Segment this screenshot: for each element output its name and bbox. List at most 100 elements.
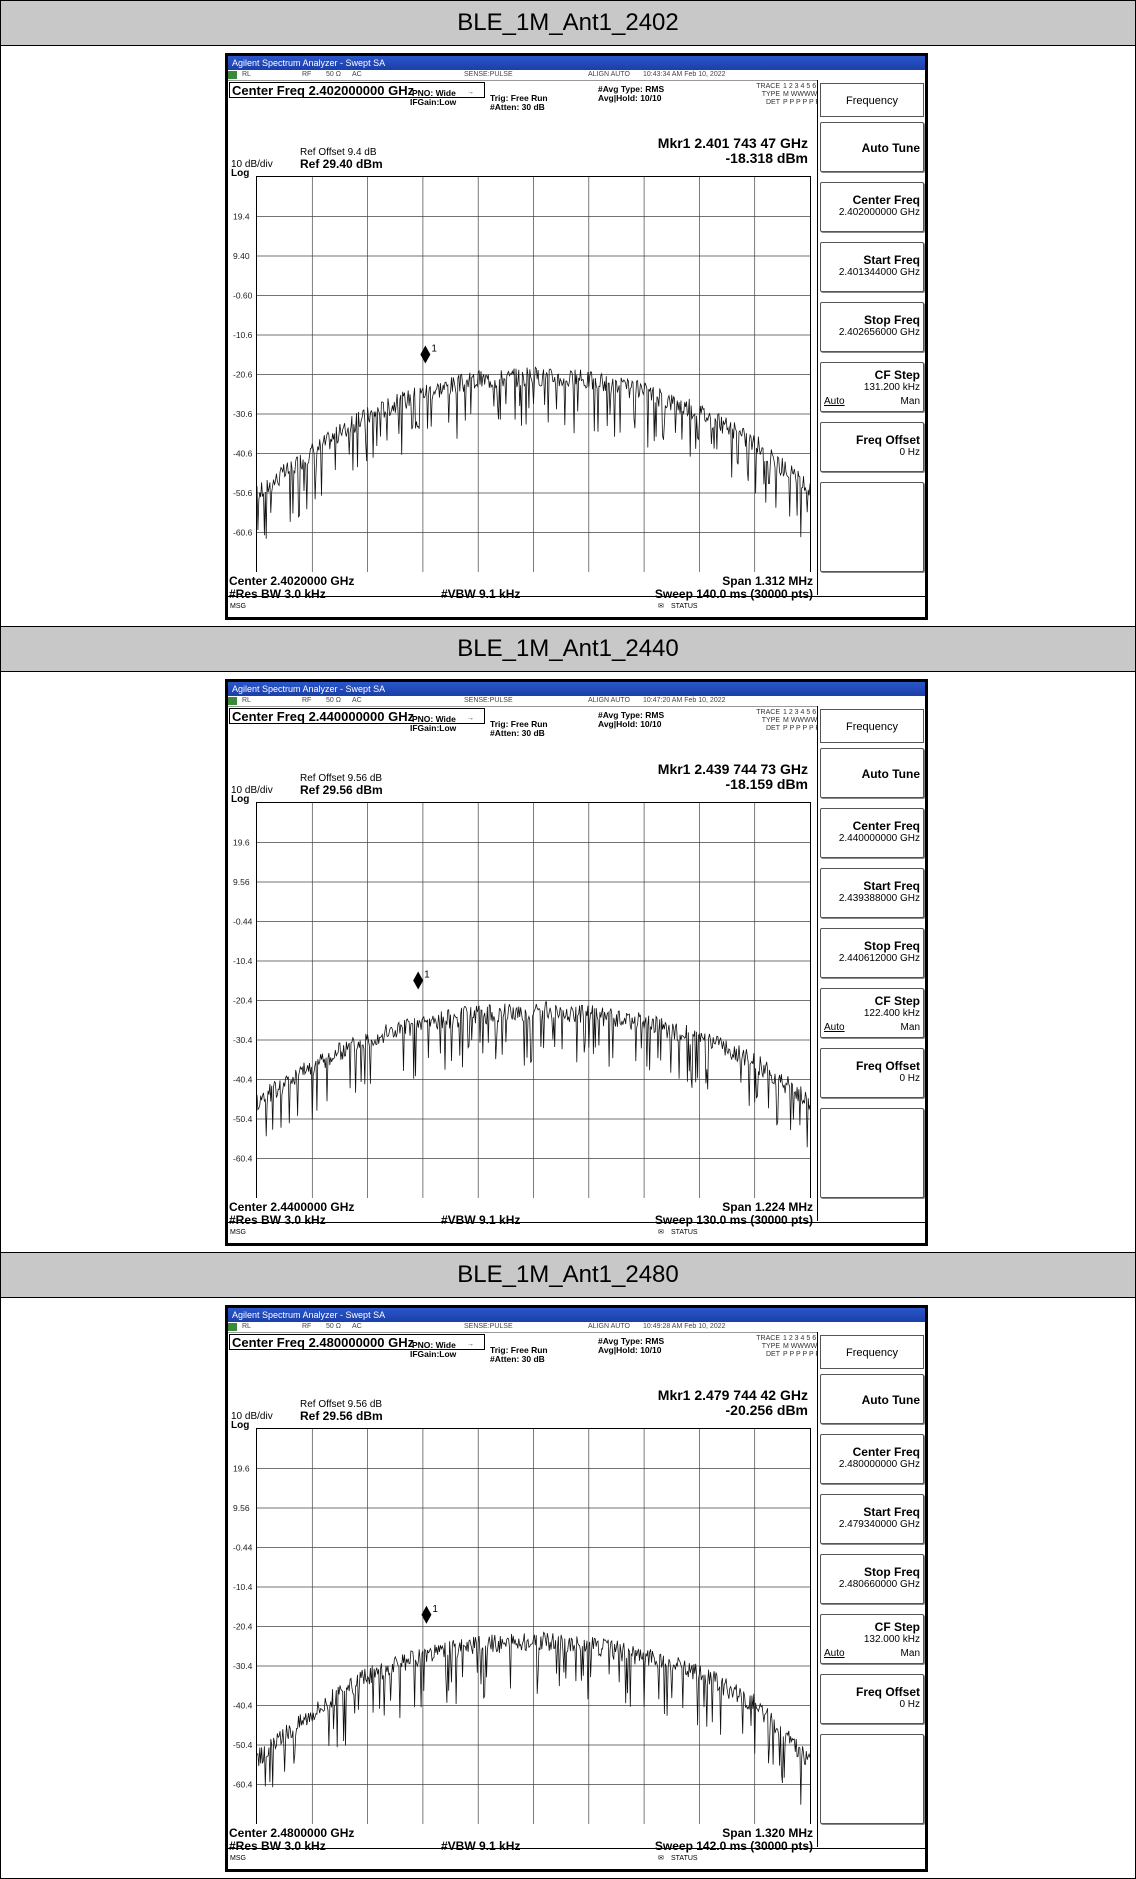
cf-auto-label: Auto — [824, 1022, 845, 1033]
y-tick-label: -60.6 — [233, 528, 253, 538]
y-tick-label: -20.4 — [233, 1622, 253, 1632]
start-freq-value: 2.401344000 GHz — [821, 267, 920, 278]
ref-level: Ref 29.56 dBm — [300, 783, 383, 797]
status-sense: SENSE:PULSE — [464, 70, 513, 80]
auto-tune-button[interactable]: Auto Tune — [820, 1374, 924, 1424]
avg-hold-label: Avg|Hold: 10/10 — [598, 1345, 661, 1355]
span-footer: Span 1.320 MHz — [722, 1826, 813, 1840]
y-tick-label: -30.6 — [233, 409, 253, 419]
stop-freq-button[interactable]: Stop Freq 2.440612000 GHz — [820, 928, 924, 978]
freq-offset-button[interactable]: Freq Offset 0 Hz — [820, 1048, 924, 1098]
y-tick-label: -60.4 — [233, 1154, 253, 1164]
cf-step-button[interactable]: CF Step 122.400 kHz Auto Man — [820, 988, 924, 1038]
ifgain-label: IFGain:Low — [410, 723, 456, 733]
y-tick-label: -0.44 — [233, 1543, 253, 1553]
window-title: Agilent Spectrum Analyzer - Swept SA — [228, 682, 925, 696]
det-values: P P P P P P — [783, 725, 820, 733]
empty-softkey[interactable] — [820, 1734, 924, 1824]
marker-frequency: Mkr1 2.401 743 47 GHz — [618, 136, 808, 151]
freq-offset-label: Freq Offset — [856, 1685, 920, 1699]
timestamp: 10:49:28 AM Feb 10, 2022 — [643, 1322, 726, 1332]
marker-level: -20.256 dBm — [618, 1403, 808, 1418]
atten-label: #Atten: 30 dB — [490, 728, 545, 738]
auto-tune-label: Auto Tune — [862, 767, 920, 781]
timestamp: 10:43:34 AM Feb 10, 2022 — [643, 70, 726, 80]
plot-area: 19.4 9.40 -0.60 -10.6 -20.6 -30.6 -40.6 -50.6 -6… — [256, 176, 811, 572]
panel-title: Frequency — [820, 1335, 924, 1369]
status-ac: AC — [352, 1322, 362, 1332]
freq-offset-button[interactable]: Freq Offset 0 Hz — [820, 1674, 924, 1724]
y-tick-label: -40.4 — [233, 1701, 253, 1711]
cf-step-label: CF Step — [875, 994, 920, 1008]
message-bar: MSG ✉ STATUS — [228, 596, 925, 617]
status-align: ALIGN AUTO — [588, 1322, 630, 1332]
y-tick-label: -50.6 — [233, 488, 253, 498]
center-freq-label: Center Freq — [853, 819, 920, 833]
msg-label: MSG — [230, 1223, 246, 1243]
status-rl: RL — [242, 1322, 251, 1332]
cf-man-label: Man — [901, 1648, 920, 1659]
start-freq-button[interactable]: Start Freq 2.439388000 GHz — [820, 868, 924, 918]
freq-offset-value: 0 Hz — [821, 447, 920, 458]
status-text[interactable]: STATUS — [671, 597, 698, 617]
y-tick-label: -50.4 — [233, 1114, 253, 1124]
cf-step-value: 132.000 kHz — [821, 1634, 920, 1645]
softkey-panel: Frequency Auto Tune Center Freq 2.4800000… — [817, 1332, 926, 1847]
center-freq-button[interactable]: Center Freq 2.480000000 GHz — [820, 1434, 924, 1484]
empty-softkey[interactable] — [820, 1108, 924, 1198]
cf-auto-label: Auto — [824, 1648, 845, 1659]
marker-label: 1 — [424, 969, 430, 980]
status-rf: RF — [302, 696, 311, 706]
stop-freq-value: 2.402656000 GHz — [821, 327, 920, 338]
softkey-panel: Frequency Auto Tune Center Freq 2.4400000… — [817, 706, 926, 1221]
stop-freq-button[interactable]: Stop Freq 2.402656000 GHz — [820, 302, 924, 352]
freq-offset-value: 0 Hz — [821, 1699, 920, 1710]
auto-tune-button[interactable]: Auto Tune — [820, 748, 924, 798]
center-freq-button[interactable]: Center Freq 2.440000000 GHz — [820, 808, 924, 858]
stop-freq-button[interactable]: Stop Freq 2.480660000 GHz — [820, 1554, 924, 1604]
auto-tune-button[interactable]: Auto Tune — [820, 122, 924, 172]
y-tick-label: -0.60 — [233, 291, 253, 301]
status-rf: RF — [302, 1322, 311, 1332]
y-tick-label: -10.4 — [233, 1582, 253, 1592]
cf-step-button[interactable]: CF Step 132.000 kHz Auto Man — [820, 1614, 924, 1664]
avg-hold-label: Avg|Hold: 10/10 — [598, 719, 661, 729]
plot-area: 19.6 9.56 -0.44 -10.4 -20.4 -30.4 -40.4 -50.4 -6… — [256, 1428, 811, 1824]
status-text[interactable]: STATUS — [671, 1223, 698, 1243]
start-freq-button[interactable]: Start Freq 2.401344000 GHz — [820, 242, 924, 292]
measurement-section: BLE_1M_Ant1_2480 Agilent Spectrum Analyz… — [0, 1252, 1136, 1879]
y-tick-label: 19.6 — [233, 838, 250, 848]
freq-offset-button[interactable]: Freq Offset 0 Hz — [820, 422, 924, 472]
status-text[interactable]: STATUS — [671, 1849, 698, 1869]
start-freq-label: Start Freq — [863, 879, 920, 893]
empty-softkey[interactable] — [820, 482, 924, 572]
section-title: BLE_1M_Ant1_2480 — [457, 1261, 679, 1289]
status-align: ALIGN AUTO — [588, 696, 630, 706]
center-freq-label: Center Freq — [853, 193, 920, 207]
status-impedance: 50 Ω — [326, 696, 341, 706]
softkey-panel: Frequency Auto Tune Center Freq 2.4020000… — [817, 80, 926, 595]
status-icon: ✉ — [658, 597, 664, 617]
marker-label: 1 — [431, 343, 437, 354]
status-rf: RF — [302, 70, 311, 80]
marker-frequency: Mkr1 2.479 744 42 GHz — [618, 1388, 808, 1403]
center-freq-button[interactable]: Center Freq 2.402000000 GHz — [820, 182, 924, 232]
marker-diamond — [420, 345, 430, 363]
freq-offset-label: Freq Offset — [856, 433, 920, 447]
stop-freq-label: Stop Freq — [864, 939, 920, 953]
center-freq-value: 2.440000000 GHz — [821, 833, 920, 844]
status-rl: RL — [242, 696, 251, 706]
message-bar: MSG ✉ STATUS — [228, 1848, 925, 1869]
det-values: P P P P P P — [783, 1351, 820, 1359]
trace-label: TRACE — [744, 709, 780, 717]
stop-freq-label: Stop Freq — [864, 313, 920, 327]
start-freq-button[interactable]: Start Freq 2.479340000 GHz — [820, 1494, 924, 1544]
section-body: Agilent Spectrum Analyzer - Swept SA RL … — [0, 671, 1136, 1252]
cf-step-button[interactable]: CF Step 131.200 kHz Auto Man — [820, 362, 924, 412]
panel-title: Frequency — [820, 83, 924, 117]
trace-numbers: 1 2 3 4 5 6 — [783, 709, 816, 717]
trace-label: TRACE — [744, 1335, 780, 1343]
pno-arrow-icon: → — [467, 715, 474, 723]
status-rl: RL — [242, 70, 251, 80]
